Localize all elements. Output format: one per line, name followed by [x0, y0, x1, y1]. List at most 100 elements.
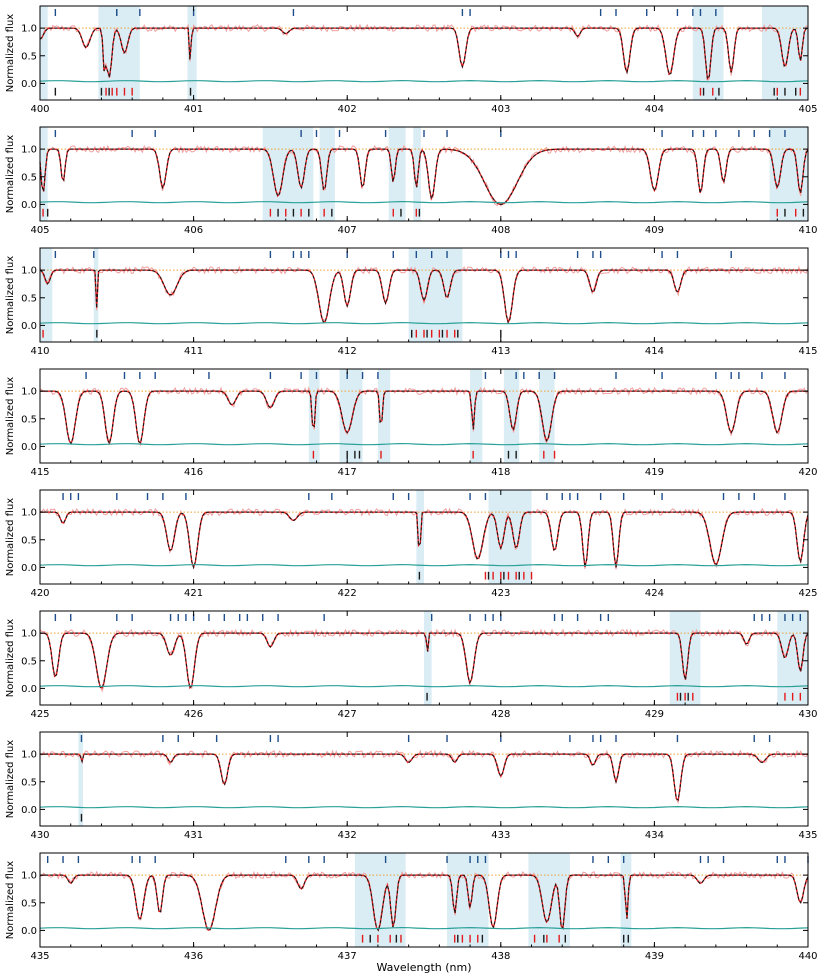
- y-axis-label: Normalized flux: [5, 861, 16, 940]
- y-tick-label: 0.5: [21, 777, 37, 788]
- y-tick-label: 0.5: [21, 898, 37, 909]
- panels-group: 400 401 402 403 404 405 0.0 0.5 1.0 Normalized fl…: [5, 5, 818, 962]
- error-spectrum: [39, 79, 809, 83]
- x-tick-label: 424: [645, 588, 664, 599]
- model-black-dashed: [40, 511, 809, 570]
- error-spectrum: [39, 684, 809, 688]
- y-axis-label: Normalized flux: [5, 619, 16, 698]
- x-tick-label: 416: [184, 467, 203, 478]
- x-tick-label: 425: [798, 588, 817, 599]
- observed-spectrum: [39, 386, 809, 447]
- x-tick-label: 420: [30, 588, 49, 599]
- y-tick-label: 0.5: [21, 414, 37, 425]
- panel-1: 400 401 402 403 404 405 0.0 0.5 1.0 Normalized fl…: [5, 5, 818, 115]
- y-tick-label: 1.0: [21, 629, 37, 640]
- y-tick-label: 0.0: [21, 805, 37, 816]
- y-tick-label: 0.5: [21, 656, 37, 667]
- x-tick-label: 417: [338, 467, 357, 478]
- x-tick-label: 430: [30, 830, 49, 841]
- shaded-region: [470, 369, 483, 463]
- panel-3: 410 411 412 413 414 415 0.0 0.5 1.0 Normalized fl…: [5, 247, 818, 357]
- y-axis-label: Normalized flux: [5, 14, 16, 93]
- panel-frame: [39, 126, 809, 222]
- x-tick-label: 410: [30, 346, 49, 357]
- model-black-dashed: [40, 753, 808, 802]
- x-tick-label: 409: [645, 225, 664, 236]
- x-tick-label: 435: [798, 830, 817, 841]
- x-tick-label: 427: [338, 709, 357, 720]
- shaded-region: [761, 6, 808, 100]
- error-spectrum: [39, 563, 809, 567]
- y-tick-label: 0.0: [21, 79, 37, 90]
- shaded-region: [40, 6, 48, 100]
- panel-frame: [39, 610, 809, 706]
- x-tick-label: 425: [30, 709, 49, 720]
- x-tick-label: 405: [798, 104, 817, 115]
- x-tick-label: 406: [184, 225, 203, 236]
- panel-frame: [39, 489, 809, 585]
- model-red: [40, 632, 809, 690]
- y-tick-label: 0.0: [21, 442, 37, 453]
- y-tick-label: 1.0: [21, 387, 37, 398]
- observed-spectrum: [39, 870, 809, 931]
- x-tick-label: 400: [30, 104, 49, 115]
- observed-spectrum: [39, 144, 809, 207]
- y-tick-label: 1.0: [21, 266, 37, 277]
- x-tick-label: 434: [645, 830, 664, 841]
- x-tick-label: 435: [30, 951, 49, 962]
- shaded-region: [503, 369, 520, 463]
- x-tick-label: 429: [645, 709, 664, 720]
- shaded-region: [377, 369, 391, 463]
- shaded-region: [40, 127, 48, 221]
- x-tick-label: 405: [30, 225, 49, 236]
- shaded-region: [408, 248, 463, 342]
- x-tick-label: 415: [30, 467, 49, 478]
- shaded-region: [308, 369, 320, 463]
- shaded-region: [669, 611, 701, 705]
- model-red: [39, 148, 809, 206]
- y-tick-label: 0.5: [21, 172, 37, 183]
- x-tick-label: 414: [645, 346, 664, 357]
- shaded-region: [539, 369, 555, 463]
- y-tick-label: 0.0: [21, 684, 37, 695]
- x-tick-label: 411: [184, 346, 203, 357]
- x-tick-label: 413: [491, 346, 510, 357]
- y-tick-label: 1.0: [21, 24, 37, 35]
- x-tick-label: 418: [491, 467, 510, 478]
- shaded-region: [769, 127, 808, 221]
- shaded-region: [424, 611, 432, 705]
- panel-frame: [39, 247, 809, 343]
- shaded-region: [187, 6, 197, 100]
- x-tick-label: 421: [184, 588, 203, 599]
- shaded-region: [692, 6, 724, 100]
- error-spectrum: [39, 442, 809, 446]
- x-tick-label: 401: [184, 104, 203, 115]
- panel-frame: [39, 368, 809, 464]
- y-tick-label: 1.0: [21, 871, 37, 882]
- y-axis-label: Normalized flux: [5, 377, 16, 456]
- x-tick-label: 440: [798, 951, 817, 962]
- y-axis-label: Normalized flux: [5, 256, 16, 335]
- x-tick-label: 422: [338, 588, 357, 599]
- y-tick-label: 0.5: [21, 535, 37, 546]
- x-tick-label: 430: [798, 709, 817, 720]
- x-tick-label: 428: [491, 709, 510, 720]
- shaded-region: [488, 490, 532, 584]
- model-black-dashed: [39, 27, 809, 81]
- y-tick-label: 0.0: [21, 321, 37, 332]
- x-tick-label: 437: [338, 951, 357, 962]
- observed-spectrum: [39, 749, 809, 805]
- y-tick-label: 0.5: [21, 51, 37, 62]
- shaded-region: [98, 6, 140, 100]
- error-spectrum: [39, 805, 809, 809]
- x-tick-label: 433: [491, 830, 510, 841]
- y-tick-label: 0.0: [21, 563, 37, 574]
- x-tick-label: 420: [798, 467, 817, 478]
- x-tick-label: 423: [491, 588, 510, 599]
- model-black-dashed: [40, 390, 808, 445]
- shaded-region: [528, 853, 570, 947]
- shaded-region: [354, 853, 406, 947]
- x-tick-label: 402: [338, 104, 357, 115]
- y-tick-label: 0.5: [21, 293, 37, 304]
- x-tick-label: 438: [491, 951, 510, 962]
